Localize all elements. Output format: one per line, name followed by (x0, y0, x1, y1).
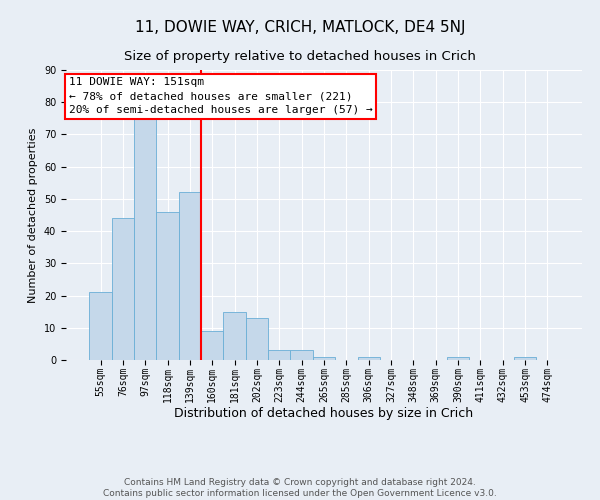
Bar (157, 212, 179, 360)
Bar (112, 218, 134, 360)
Bar (223, 312, 246, 360)
Text: 11, DOWIE WAY, CRICH, MATLOCK, DE4 5NJ: 11, DOWIE WAY, CRICH, MATLOCK, DE4 5NJ (135, 20, 465, 35)
Text: Contains HM Land Registry data © Crown copyright and database right 2024.
Contai: Contains HM Land Registry data © Crown c… (103, 478, 497, 498)
Bar (358, 357, 380, 360)
Bar (268, 350, 290, 360)
X-axis label: Distribution of detached houses by size in Crich: Distribution of detached houses by size … (175, 407, 473, 420)
Bar (447, 357, 469, 360)
Text: 11 DOWIE WAY: 151sqm
← 78% of detached houses are smaller (221)
20% of semi-deta: 11 DOWIE WAY: 151sqm ← 78% of detached h… (68, 77, 373, 116)
Text: Size of property relative to detached houses in Crich: Size of property relative to detached ho… (124, 50, 476, 63)
Y-axis label: Number of detached properties: Number of detached properties (28, 128, 38, 302)
Bar (246, 318, 268, 360)
Bar (179, 192, 201, 360)
Bar (313, 357, 335, 360)
Bar (290, 350, 313, 360)
Bar (89, 292, 112, 360)
Bar (134, 118, 157, 360)
Bar (514, 357, 536, 360)
Bar (201, 331, 223, 360)
